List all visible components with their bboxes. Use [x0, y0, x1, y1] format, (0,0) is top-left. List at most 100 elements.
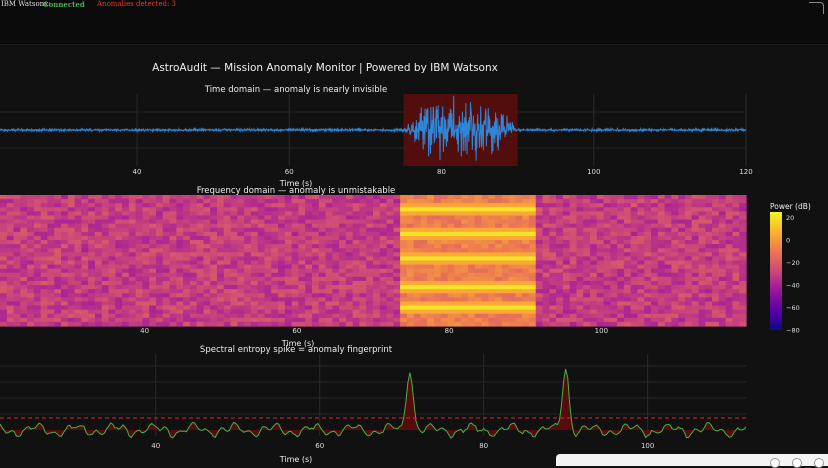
- spectrogram-cell: [33, 235, 42, 241]
- spectrogram-cell: [549, 240, 557, 245]
- spectrogram-cell: [420, 309, 428, 315]
- spectrogram-cell: [671, 301, 679, 307]
- spectrogram-cell: [223, 219, 232, 225]
- spectrogram-cell: [230, 260, 238, 266]
- spectrogram-cell: [617, 223, 625, 229]
- spectrogram-cell: [366, 313, 374, 319]
- spectrogram-cell: [311, 223, 320, 229]
- spectrogram-cell: [644, 199, 652, 204]
- entropy-tick-label: 60: [315, 442, 324, 450]
- time-tick-label: 60: [285, 168, 294, 176]
- spectrogram-cell: [155, 309, 164, 315]
- spectrogram-cell: [454, 301, 462, 307]
- spectrogram-cell: [210, 256, 218, 262]
- spectrogram-cell: [427, 223, 435, 229]
- spectrogram-cell: [339, 285, 347, 290]
- spectrogram-cell: [562, 231, 571, 237]
- spectrogram-cell: [284, 235, 293, 241]
- spectrogram-cell: [427, 227, 435, 233]
- spectrogram-cell: [196, 285, 205, 290]
- spectrogram-cell: [447, 305, 455, 311]
- spectrogram-cell: [0, 293, 8, 298]
- spectrogram-cell: [203, 203, 211, 208]
- spectrogram-cell: [406, 219, 415, 225]
- spectrogram-cell: [291, 280, 299, 286]
- spectrogram-cell: [379, 321, 388, 327]
- spectrogram-cell: [311, 276, 320, 282]
- spectrogram-cell: [528, 309, 537, 315]
- spectrogram-cell: [610, 268, 618, 274]
- spectrogram-cell: [400, 285, 408, 290]
- spectrogram-cell: [345, 203, 354, 208]
- spectrogram-cell: [20, 240, 28, 245]
- spectrogram-cell: [542, 301, 550, 307]
- spectrogram-cell: [284, 203, 293, 208]
- spectrogram-cell: [128, 227, 137, 233]
- spectrogram-cell: [698, 268, 706, 274]
- spectrogram-cell: [196, 309, 205, 315]
- spectrogram-cell: [291, 199, 299, 204]
- spectrogram-cell: [637, 264, 645, 270]
- spectrogram-cell: [217, 252, 225, 257]
- spectrogram-cell: [651, 301, 659, 307]
- spectrogram-cell: [81, 211, 89, 217]
- spectrogram-cell: [149, 240, 157, 245]
- spectrogram-cell: [481, 240, 489, 245]
- spectrogram-cell: [128, 219, 137, 225]
- spectrogram-cell: [508, 301, 517, 307]
- spectrogram-cell: [413, 260, 422, 266]
- spectrogram-cell: [203, 309, 211, 315]
- spectrogram-cell: [359, 235, 367, 241]
- spectrogram-cell: [244, 280, 252, 286]
- spectrogram-cell: [196, 227, 205, 233]
- dot-icon[interactable]: [792, 458, 802, 468]
- spectrogram-cell: [332, 215, 340, 221]
- spectrogram-cell: [318, 256, 327, 262]
- spectrogram-cell: [88, 207, 96, 212]
- spectrogram-cell: [698, 231, 706, 237]
- spectrogram-cell: [651, 240, 659, 245]
- spectrogram-cell: [311, 199, 320, 204]
- spectrogram-cell: [542, 280, 550, 286]
- dot-icon[interactable]: [814, 458, 824, 468]
- spectrogram-cell: [610, 301, 618, 307]
- spectrogram-cell: [556, 260, 564, 266]
- spectrogram-cell: [88, 301, 96, 307]
- spectrogram-cell: [325, 309, 333, 315]
- spectrogram-cell: [108, 297, 116, 303]
- spectrogram-cell: [359, 313, 367, 319]
- spectrogram-cell: [467, 272, 476, 278]
- spectrogram-cell: [488, 297, 496, 303]
- spectrogram-cell: [576, 235, 584, 241]
- spectrogram-cell: [718, 240, 727, 245]
- spectrogram-cell: [108, 223, 116, 229]
- spectrogram-cell: [155, 268, 164, 274]
- spectrogram-cell: [732, 321, 740, 327]
- spectrogram-cell: [237, 285, 245, 290]
- time-domain-panel: Time domain — anomaly is nearly invisibl…: [0, 85, 753, 188]
- spectrogram-cell: [0, 203, 8, 208]
- dot-icon[interactable]: [770, 458, 780, 468]
- spectrogram-cell: [447, 215, 455, 221]
- spectrogram-cell: [27, 289, 35, 294]
- spectrogram-cell: [522, 280, 530, 286]
- spectrogram-cell: [359, 260, 367, 266]
- spectrogram-cell: [81, 195, 89, 200]
- overlay-panel[interactable]: [556, 454, 828, 468]
- spectrogram-cell: [644, 231, 652, 237]
- spectrogram-cell: [33, 293, 42, 298]
- spectrogram-cell: [47, 244, 55, 249]
- spectrogram-cell: [40, 297, 49, 303]
- spectrogram-cell: [203, 260, 211, 266]
- spectrogram-cell: [427, 211, 435, 217]
- spectrogram-cell: [590, 264, 598, 270]
- spectrogram-cell: [345, 248, 354, 253]
- spectrogram-cell: [142, 268, 150, 274]
- spectrogram-cell: [420, 313, 428, 319]
- spectrogram-cell: [359, 276, 367, 282]
- spectrogram-cell: [447, 317, 455, 323]
- spectrogram-cell: [318, 260, 327, 266]
- spectrogram-cell: [155, 256, 164, 262]
- spectrogram-cell: [712, 289, 720, 294]
- spectrogram-cell: [155, 289, 164, 294]
